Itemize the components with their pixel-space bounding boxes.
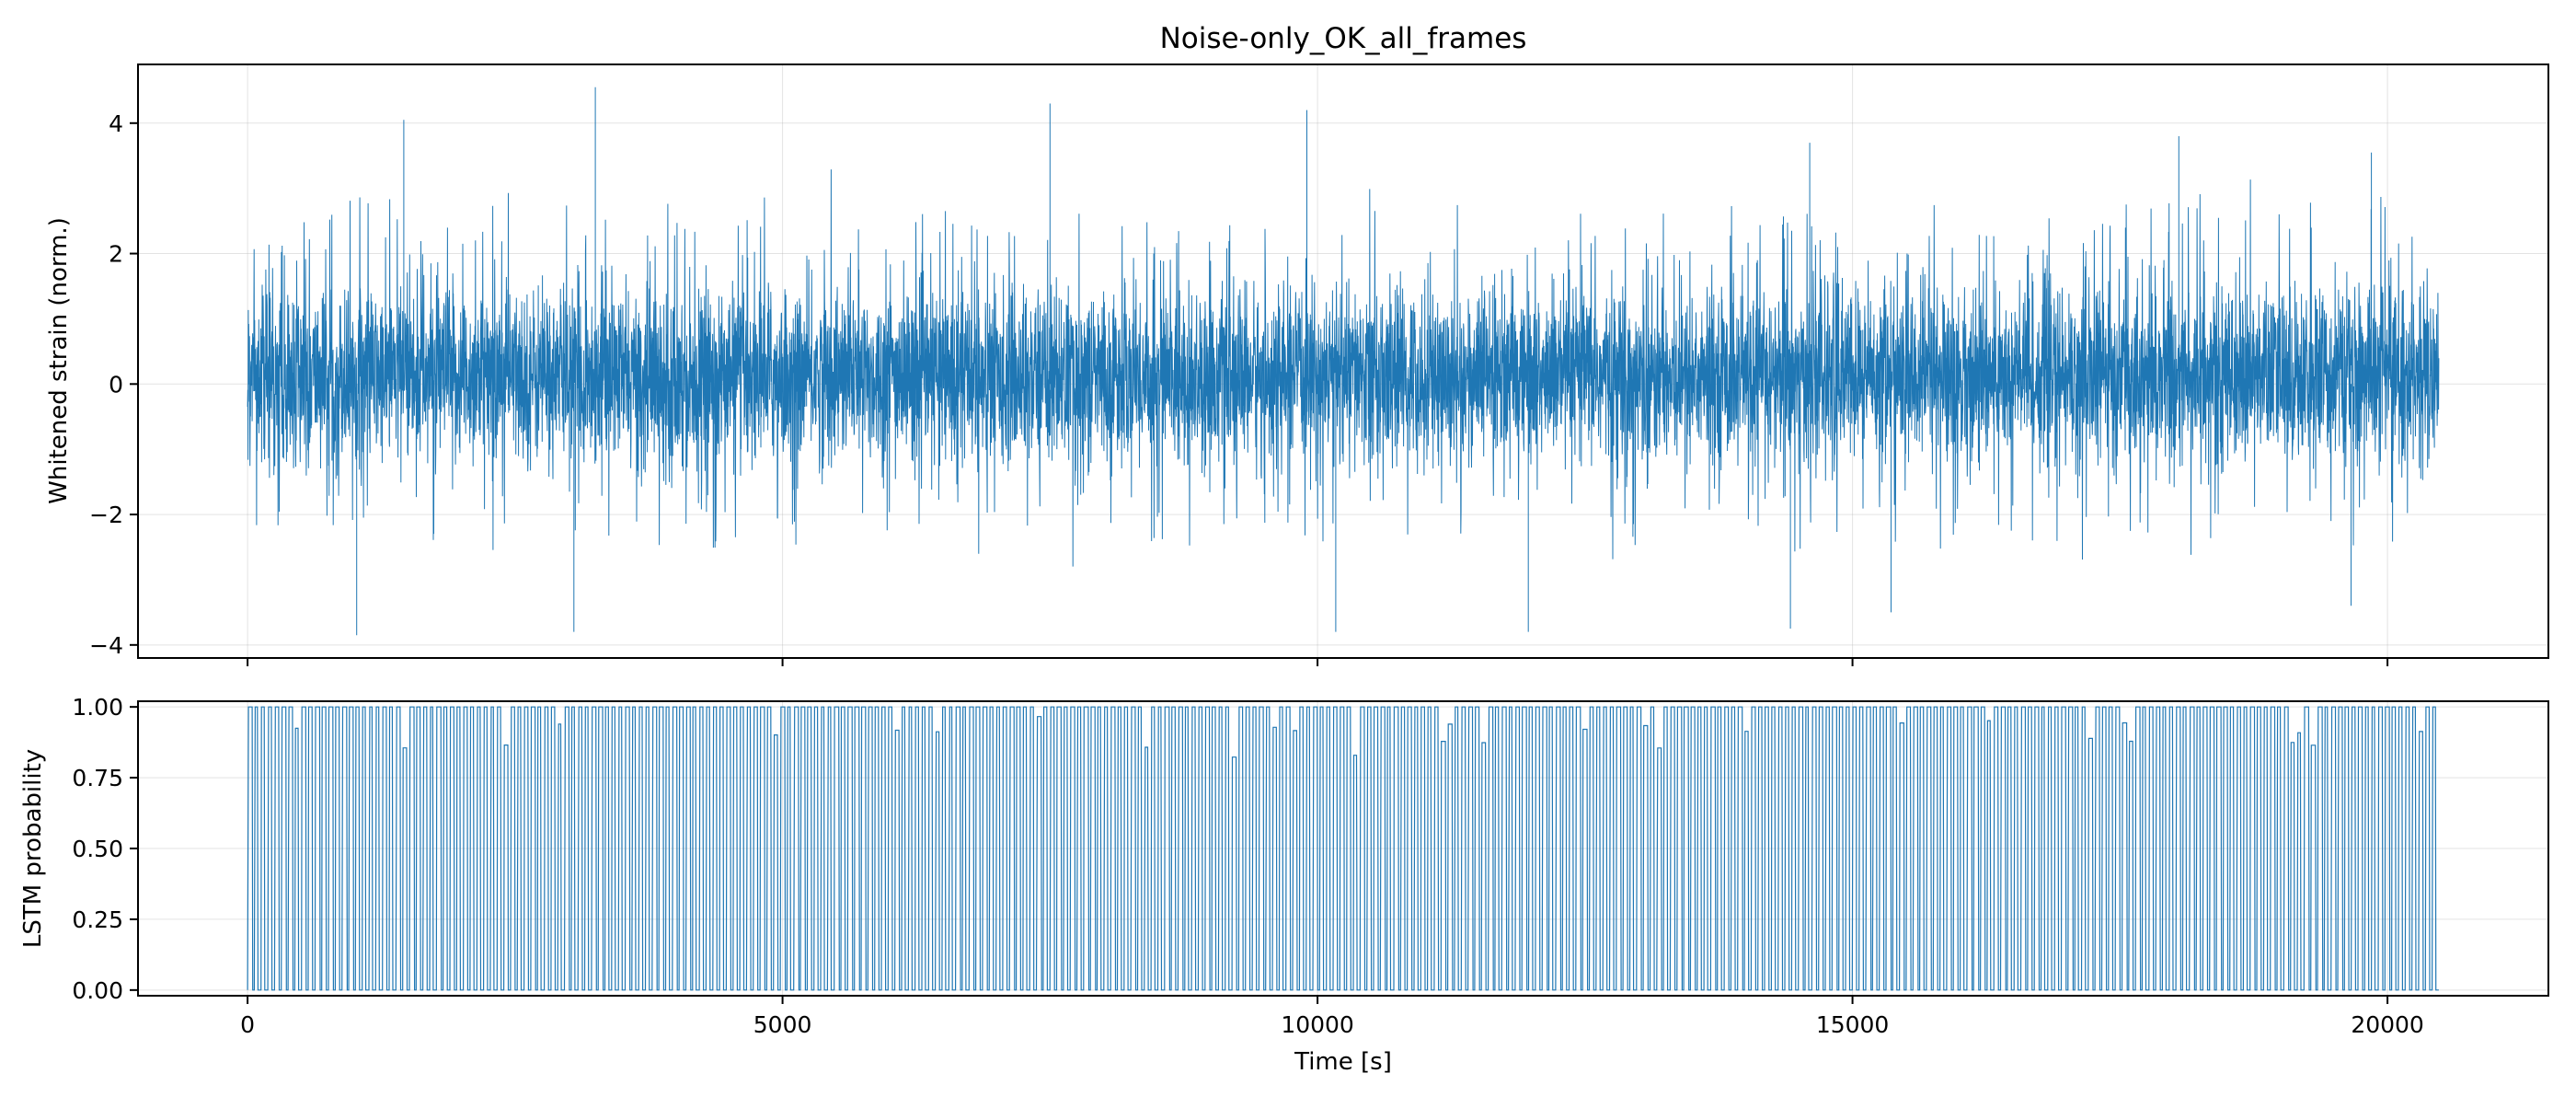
- probability-x-tick-label: 5000: [753, 1011, 812, 1038]
- strain-ticks: −4 −2 0 2 4: [89, 110, 2389, 666]
- probability-ticks: 0 5000 10000 15000 20000 0.00 0.25 0.50 0.75 1.00: [72, 694, 2424, 1038]
- time-x-axis-label: Time [s]: [1294, 1048, 1392, 1076]
- probability-y-tick-label: 1.00: [72, 694, 123, 721]
- probability-x-tick-label: 15000: [1816, 1011, 1890, 1038]
- strain-y-axis-label: Whitened strain (norm.): [45, 217, 73, 504]
- strain-y-tick-label: 0: [109, 371, 123, 398]
- chart-title: Noise-only_OK_all_frames: [1160, 22, 1527, 55]
- probability-x-tick-label: 0: [240, 1011, 255, 1038]
- probability-panel: 0 5000 10000 15000 20000 0.00 0.25 0.50 0.75 1.00…: [19, 694, 2549, 1076]
- strain-y-tick-label: 4: [109, 110, 123, 137]
- probability-y-tick-label: 0.00: [72, 977, 123, 1004]
- probability-y-axis-label: LSTM probability: [19, 749, 47, 948]
- probability-x-tick-label: 20000: [2351, 1011, 2424, 1038]
- strain-trace: [247, 87, 2440, 636]
- strain-y-tick-label: −4: [89, 632, 123, 659]
- probability-y-tick-label: 0.25: [72, 906, 123, 933]
- probability-x-tick-label: 10000: [1281, 1011, 1354, 1038]
- strain-y-tick-label: −2: [89, 502, 123, 528]
- strain-y-tick-label: 2: [109, 241, 123, 268]
- probability-grid: [138, 701, 2548, 996]
- probability-y-tick-label: 0.75: [72, 765, 123, 791]
- probability-y-tick-label: 0.50: [72, 836, 123, 862]
- strain-axes-frame: [137, 63, 2549, 659]
- strain-panel: −4 −2 0 2 4 Whitened strain (norm.): [45, 63, 2549, 666]
- probability-trace: [247, 706, 2439, 991]
